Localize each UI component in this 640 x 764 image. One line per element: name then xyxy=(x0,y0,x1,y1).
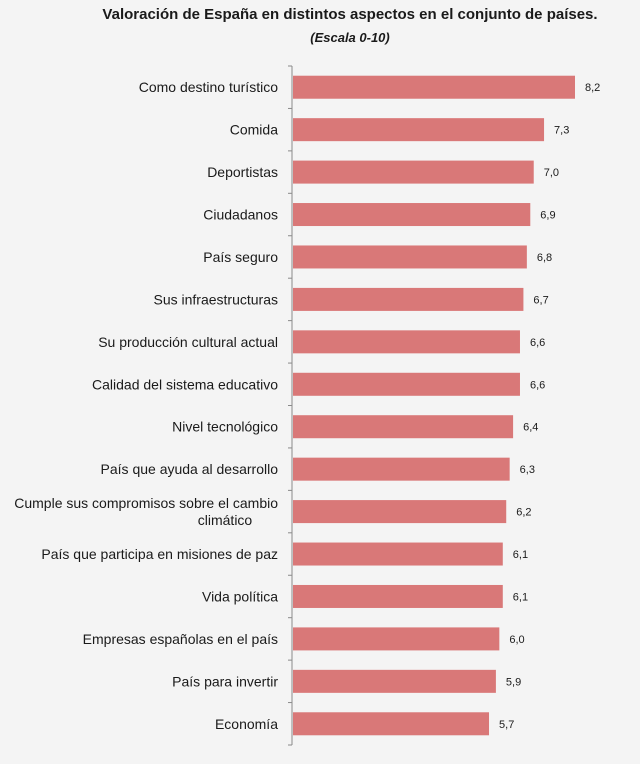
chart-subtitle: (Escala 0-10) xyxy=(310,30,390,45)
y-axis-group xyxy=(288,65,293,746)
bar xyxy=(293,330,520,354)
category-label: Economía xyxy=(215,716,278,732)
value-label: 6,6 xyxy=(530,379,545,391)
bar xyxy=(293,203,531,227)
bar xyxy=(293,542,503,566)
value-label: 7,3 xyxy=(554,125,569,137)
bar xyxy=(293,160,534,184)
value-label: 6,9 xyxy=(540,210,555,222)
category-labels-group: Como destino turístico Comida Deportistas C… xyxy=(14,79,278,732)
value-label: 6,7 xyxy=(533,294,548,306)
value-label: 6,4 xyxy=(523,422,538,434)
category-label: Vida política xyxy=(202,588,278,604)
category-label: País que ayuda al desarrollo xyxy=(101,461,279,477)
category-label-line: Cumple sus compromisos sobre el cambio xyxy=(14,495,278,511)
category-label: Ciudadanos xyxy=(203,207,278,223)
bar xyxy=(293,75,575,99)
bar xyxy=(293,712,490,736)
value-label: 6,1 xyxy=(513,591,528,603)
chart-title: Valoración de España en distintos aspect… xyxy=(102,6,598,23)
category-label: Calidad del sistema educativo xyxy=(92,376,278,392)
category-label: Nivel tecnológico xyxy=(172,419,278,435)
value-label: 6,0 xyxy=(509,634,524,646)
category-label: País que participa en misiones de paz xyxy=(41,546,278,562)
bar xyxy=(293,584,503,608)
category-label: Empresas españolas en el país xyxy=(83,631,278,647)
bar xyxy=(293,415,514,439)
category-label: País seguro xyxy=(203,249,278,265)
category-label: Cumple sus compromisos sobre el cambio cl… xyxy=(14,495,278,528)
value-label: 6,6 xyxy=(530,337,545,349)
bars-group xyxy=(293,75,575,736)
value-label: 6,8 xyxy=(537,252,552,264)
value-label: 8,2 xyxy=(585,82,600,94)
bar xyxy=(293,245,527,269)
bar xyxy=(293,669,496,693)
value-label: 5,9 xyxy=(506,676,521,688)
category-label: Deportistas xyxy=(207,164,278,180)
category-label-line: climático xyxy=(198,512,253,528)
category-label: Sus infraestructuras xyxy=(154,291,279,307)
value-label: 6,1 xyxy=(513,549,528,561)
value-label: 5,7 xyxy=(499,719,514,731)
bar xyxy=(293,627,500,651)
category-label: Su producción cultural actual xyxy=(98,334,278,350)
value-labels-group: 8,2 7,3 7,0 6,9 6,8 6,7 6,6 6,6 6,4 6,3 6,2 6,1 6,1 6… xyxy=(499,82,600,731)
value-label: 6,2 xyxy=(516,507,531,519)
value-label: 6,3 xyxy=(520,464,535,476)
bar xyxy=(293,118,545,142)
bar xyxy=(293,500,507,524)
bar xyxy=(293,372,520,396)
value-label: 7,0 xyxy=(544,167,559,179)
bar xyxy=(293,287,524,311)
category-label: Comida xyxy=(230,122,278,138)
bar xyxy=(293,457,510,481)
category-label: País para invertir xyxy=(172,673,278,689)
category-label: Como destino turístico xyxy=(139,79,278,95)
